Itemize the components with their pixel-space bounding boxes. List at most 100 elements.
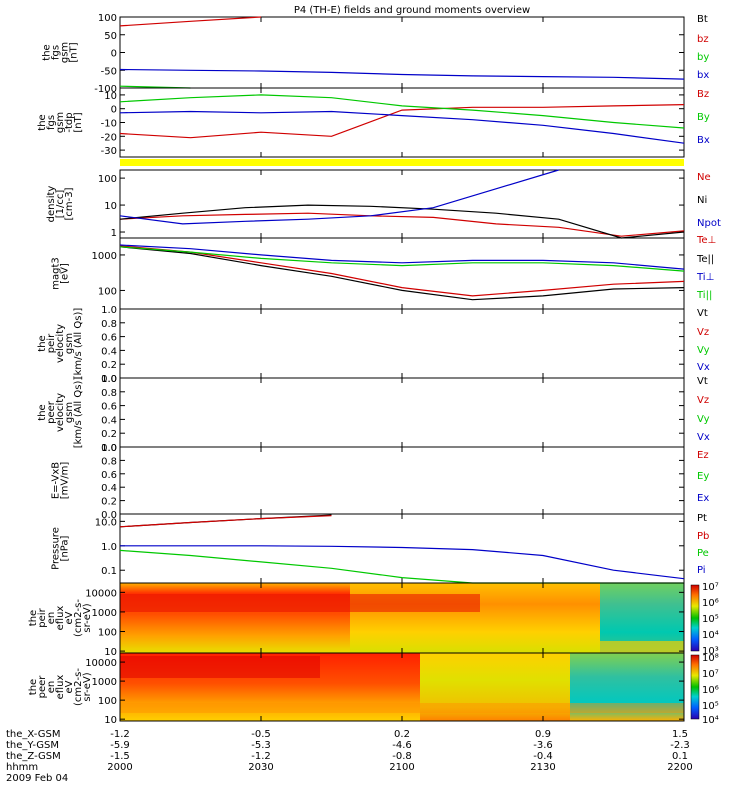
electron-spectrogram-image [120,653,684,721]
panel-frame [119,169,685,239]
y-tick-label: -50 [101,66,117,77]
y-axis-label-line: peer [46,400,57,424]
y-axis-label: thepeerenefluxeV(cm2-s-sr-eV) [28,668,93,706]
y-axis-label-line: the [28,610,39,626]
series-line-Npot [119,169,559,225]
y-tick-label: 0.4 [101,415,117,426]
time-tick-label: 2100 [389,762,414,773]
y-axis-label-line: [km/s (All Qs)] [73,377,84,449]
legend-label: Vz [697,327,709,338]
ephemeris-value: 0.1 [672,751,688,762]
y-axis-label: thepeervelocitygsm[km/s (All Qs)] [37,377,84,449]
legend-label: Ti⊥ [696,272,714,283]
y-axis-label-line: gsm [64,333,75,354]
y-tick-label: 1000 [92,608,117,619]
y-tick-label: 100 [98,696,117,707]
y-tick-label: 0 [111,49,117,60]
y-tick-label: 0.8 [101,388,117,399]
series-line-Bx [119,110,685,144]
legend-label: Vy [697,345,710,356]
y-tick-label: 0.2 [101,497,117,508]
series-line-Te⊥ [119,245,685,297]
y-axis-label-line: [km/s (All Qs)] [73,308,84,380]
y-tick-label: 10000 [85,658,117,669]
panel-frame [119,237,685,310]
y-tick-label: 50 [104,31,117,42]
legend-label: By [697,112,710,123]
ephemeris-value: -2.3 [670,740,690,751]
legend-label: Npot [697,218,721,229]
ephemeris-value: -1.2 [110,729,130,740]
ephemeris-value: 1.5 [672,729,688,740]
panel-frame [119,87,685,158]
legend-label: Bx [697,135,710,146]
y-tick-label: 10 [104,647,117,658]
y-tick-label: 0.6 [101,333,117,344]
y-axis-label-line: magt3 [51,257,62,290]
y-axis-label-line: -tdp [64,112,75,132]
time-tick-label: 2200 [667,762,692,773]
plot-title: P4 (TH-E) fields and ground moments over… [294,5,530,16]
y-tick-label: 100 [98,286,117,297]
electron-colorbar: 10⁸ 10⁷ 10⁶ 10⁵ 10⁴ [690,653,719,726]
time-tick-label: 2000 [107,762,132,773]
ion-colorbar-label: 10⁷ [702,582,719,593]
y-axis-label-line: the [37,114,48,130]
y-axis-label-line: sr-eV) [82,603,93,632]
y-tick-label: 1.0 [101,374,117,385]
y-axis-label-line: [mV/m] [60,462,71,500]
legend-label: Vz [697,395,709,406]
legend-label: Ex [697,493,709,504]
y-axis-label-line: en [46,681,57,694]
time-tick-label: 2030 [248,762,273,773]
y-axis-label-line: fgs [46,115,57,130]
y-axis-label: thefgsgsm-tdp[nT] [37,112,84,133]
ephemeris-value: -1.5 [110,751,130,762]
y-tick-label: -10 [101,119,117,130]
electron-colorbar-label: 10⁴ [702,715,719,726]
series-line-By [119,94,685,129]
ion-colorbar-label: 10⁴ [702,630,719,641]
legend-label: Ni [697,195,707,206]
y-axis-label: density[1/cc][cm-3] [46,186,75,223]
y-tick-label: 1.0 [101,305,117,316]
y-tick-label: 100 [98,174,117,185]
y-tick-label: 0.8 [101,456,117,467]
y-tick-label: 0.1 [101,566,117,577]
panel-1: 100 50 0 -50 -100 thefgsgsm[nT] Bt bz by bx [42,13,710,95]
legend-label: Pe [697,548,709,559]
x-axis-info: the_X-GSM the_Y-GSM the_Z-GSM hhmm 2009 … [6,729,693,784]
ephemeris-value: 0.2 [394,729,410,740]
legend-label: Vt [697,308,708,319]
legend-label: Vx [697,432,710,443]
y-axis-label-line: [nT] [69,42,80,62]
y-axis-label-line: fgs [51,45,62,60]
y-tick-label: 0.6 [101,470,117,481]
series-line-Bz [119,104,685,139]
ephemeris-value: -5.3 [251,740,271,751]
legend-label: Vy [697,414,710,425]
y-axis-label-line: peir [46,333,57,353]
y-axis-label-line: (cm2-s- [73,668,84,706]
legend-label: Vt [697,376,708,387]
panel-6: 1.0 0.8 0.6 0.4 0.2 0.0 thepeervelocitygsm[km/… [37,374,710,454]
series-line-Pi [120,545,685,580]
electron-colorbar-label: 10⁵ [702,701,719,712]
legend-label: by [697,52,709,63]
y-tick-label: 10 [104,91,117,102]
y-axis-label: E=-VxB[mV/m] [51,462,71,500]
series-line-bz [119,16,262,27]
y-tick-label: 0.0 [101,443,117,454]
y-tick-label: 0.2 [101,360,117,371]
panel-8: 10.0 1.0 0.1 Pressure[nPa] Pt Pb Pe Pi [51,513,709,584]
date-label: 2009 Feb 04 [6,773,68,784]
y-axis-label: magt3[eV] [51,257,71,290]
y-tick-label: 100 [98,628,117,639]
legend-label: Vx [697,362,710,373]
data-quality-bar [120,159,684,166]
legend-label: Pb [697,531,709,542]
panel-10: 10000 1000 100 10 thepeerenefluxeV(cm2-s-sr-… [28,652,685,726]
panel-2: 10 0 -10 -20 -30 thefgsgsm-tdp[nT] Bz By Bx [37,87,710,158]
ion-colorbar-label: 10⁶ [702,598,719,609]
y-tick-label: 0.6 [101,402,117,413]
